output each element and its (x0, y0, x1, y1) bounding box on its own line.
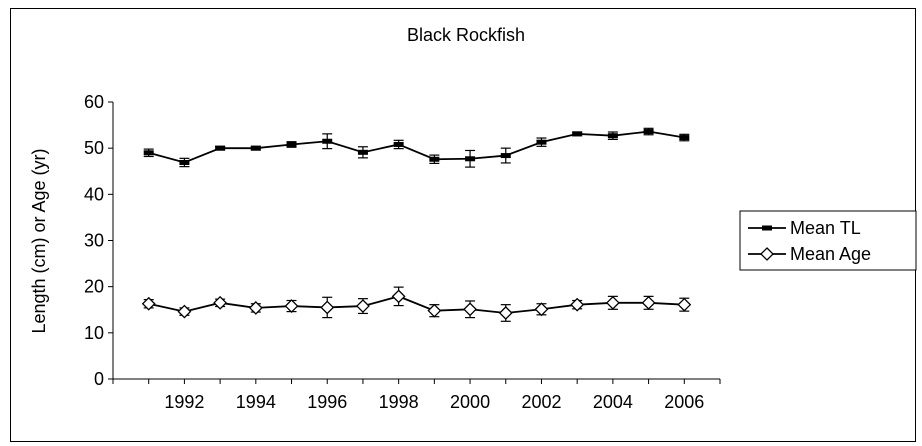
y-axis-ticks: 0 10 20 30 40 50 60 (84, 92, 113, 389)
data-point (320, 300, 335, 315)
x-tick-label: 2000 (450, 392, 490, 412)
y-tick-label: 50 (84, 138, 104, 158)
data-point (248, 300, 263, 315)
data-point (391, 289, 406, 304)
legend-item-mean-tl: Mean TL (748, 218, 861, 238)
x-tick-label: 1992 (164, 392, 204, 412)
y-tick-label: 10 (84, 323, 104, 343)
legend-marker (760, 247, 774, 261)
legend-label: Mean Age (790, 244, 871, 264)
x-tick-label: 2006 (664, 392, 704, 412)
data-point (177, 304, 192, 319)
data-point (465, 156, 476, 162)
data-point (356, 299, 370, 313)
data-point (570, 297, 585, 312)
x-tick-label: 1994 (236, 392, 276, 412)
data-point (179, 159, 190, 165)
data-point (322, 138, 333, 144)
legend-item-mean-age: Mean Age (748, 244, 871, 264)
legend-label: Mean TL (790, 218, 861, 238)
y-tick-label: 20 (84, 277, 104, 297)
y-tick-label: 60 (84, 92, 104, 112)
data-point (536, 139, 547, 145)
y-axis-title: Length (cm) or Age (yr) (29, 148, 49, 333)
x-tick-label: 2002 (521, 392, 561, 412)
data-point (643, 129, 654, 135)
data-point (572, 131, 583, 137)
data-point (393, 141, 404, 147)
data-point (427, 303, 442, 318)
data-point (607, 133, 618, 139)
data-point (143, 150, 154, 156)
legend: Mean TL Mean Age (739, 210, 917, 271)
x-tick-label: 1996 (307, 392, 347, 412)
series-line (148, 130, 685, 164)
data-point (463, 302, 477, 317)
data-point (215, 145, 226, 151)
series-line (148, 295, 685, 314)
data-point (500, 153, 511, 159)
chart-title: Black Rockfish (407, 25, 525, 45)
data-point (679, 135, 690, 141)
data-point (284, 299, 299, 313)
data-point (286, 141, 297, 147)
x-tick-label: 1998 (379, 392, 419, 412)
y-tick-label: 30 (84, 231, 104, 251)
series-mean-age (141, 286, 692, 322)
data-point (357, 149, 368, 155)
data-point (605, 295, 620, 310)
data-point (641, 295, 656, 310)
data-point (141, 296, 156, 311)
x-axis-ticks: 1992 1994 1996 1998 2000 2002 2004 2006 (112, 379, 721, 412)
data-point (213, 295, 228, 310)
data-point (429, 156, 440, 162)
axes (112, 102, 720, 380)
legend-box (739, 210, 917, 271)
data-point (534, 302, 549, 317)
x-tick-label: 2004 (593, 392, 633, 412)
y-tick-label: 40 (84, 184, 104, 204)
series-layer (141, 127, 692, 322)
y-tick-label: 0 (94, 369, 104, 389)
data-point (498, 306, 513, 320)
legend-marker (762, 225, 772, 231)
series-mean-tl (143, 127, 690, 168)
data-point (250, 145, 261, 151)
data-point (677, 297, 692, 312)
